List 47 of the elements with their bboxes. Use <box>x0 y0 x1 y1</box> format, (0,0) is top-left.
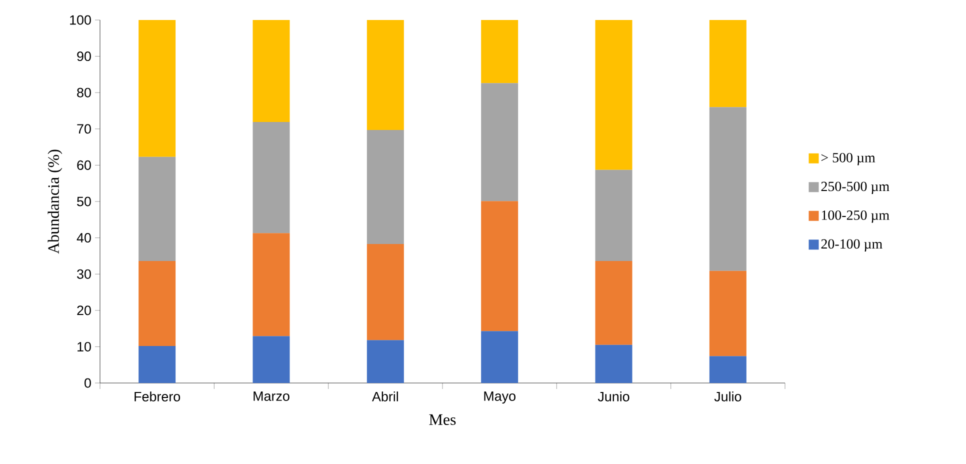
bar <box>366 20 404 130</box>
x-tick-label: Julio <box>714 392 742 402</box>
y-tick-label: 90 <box>77 52 91 62</box>
y-tick-label: 70 <box>77 124 91 134</box>
y-tick-label: 60 <box>77 160 91 170</box>
bar <box>709 356 746 383</box>
x-tick-label: Junio <box>598 392 630 402</box>
bar <box>481 83 518 202</box>
bar <box>595 170 632 262</box>
bar <box>709 270 746 356</box>
bar <box>481 20 518 84</box>
y-tick-label: 50 <box>77 196 91 206</box>
y-tick-label: 10 <box>78 342 91 352</box>
bar <box>252 122 290 234</box>
y-tick-label: 0 <box>84 378 91 388</box>
bar <box>252 20 290 122</box>
y-tick-label: 80 <box>77 88 91 98</box>
legend-label: 20-100 µm <box>821 239 882 252</box>
bar <box>252 336 290 383</box>
x-axis-title: Mes <box>429 414 456 425</box>
bar <box>595 20 632 170</box>
bar <box>366 130 404 244</box>
bar <box>366 244 404 340</box>
x-tick-label: Febrero <box>134 392 180 402</box>
y-tick-label: 40 <box>76 233 91 243</box>
y-tick-label: 100 <box>70 15 91 25</box>
bar <box>366 340 404 383</box>
legend-label: 100-250 µm <box>822 210 890 223</box>
bar <box>138 156 176 262</box>
bar <box>709 20 746 108</box>
y-axis-title: Abundancia (%) <box>48 150 62 254</box>
x-tick-label: Mayo <box>484 392 516 404</box>
x-tick-label: Marzo <box>254 392 290 401</box>
legend-label: > 500 µm <box>821 152 876 166</box>
bar <box>138 261 176 346</box>
bar <box>709 107 746 271</box>
bar <box>481 201 518 332</box>
bar <box>595 261 632 345</box>
bar <box>252 233 290 336</box>
y-tick-label: 20 <box>77 306 91 316</box>
y-tick-label: 30 <box>77 269 91 279</box>
bar <box>138 346 176 383</box>
bar <box>138 20 176 157</box>
x-tick-label: Abril <box>372 392 398 402</box>
bar <box>595 344 632 383</box>
bar <box>481 331 518 383</box>
legend-label: 250-500 µm <box>821 182 890 194</box>
